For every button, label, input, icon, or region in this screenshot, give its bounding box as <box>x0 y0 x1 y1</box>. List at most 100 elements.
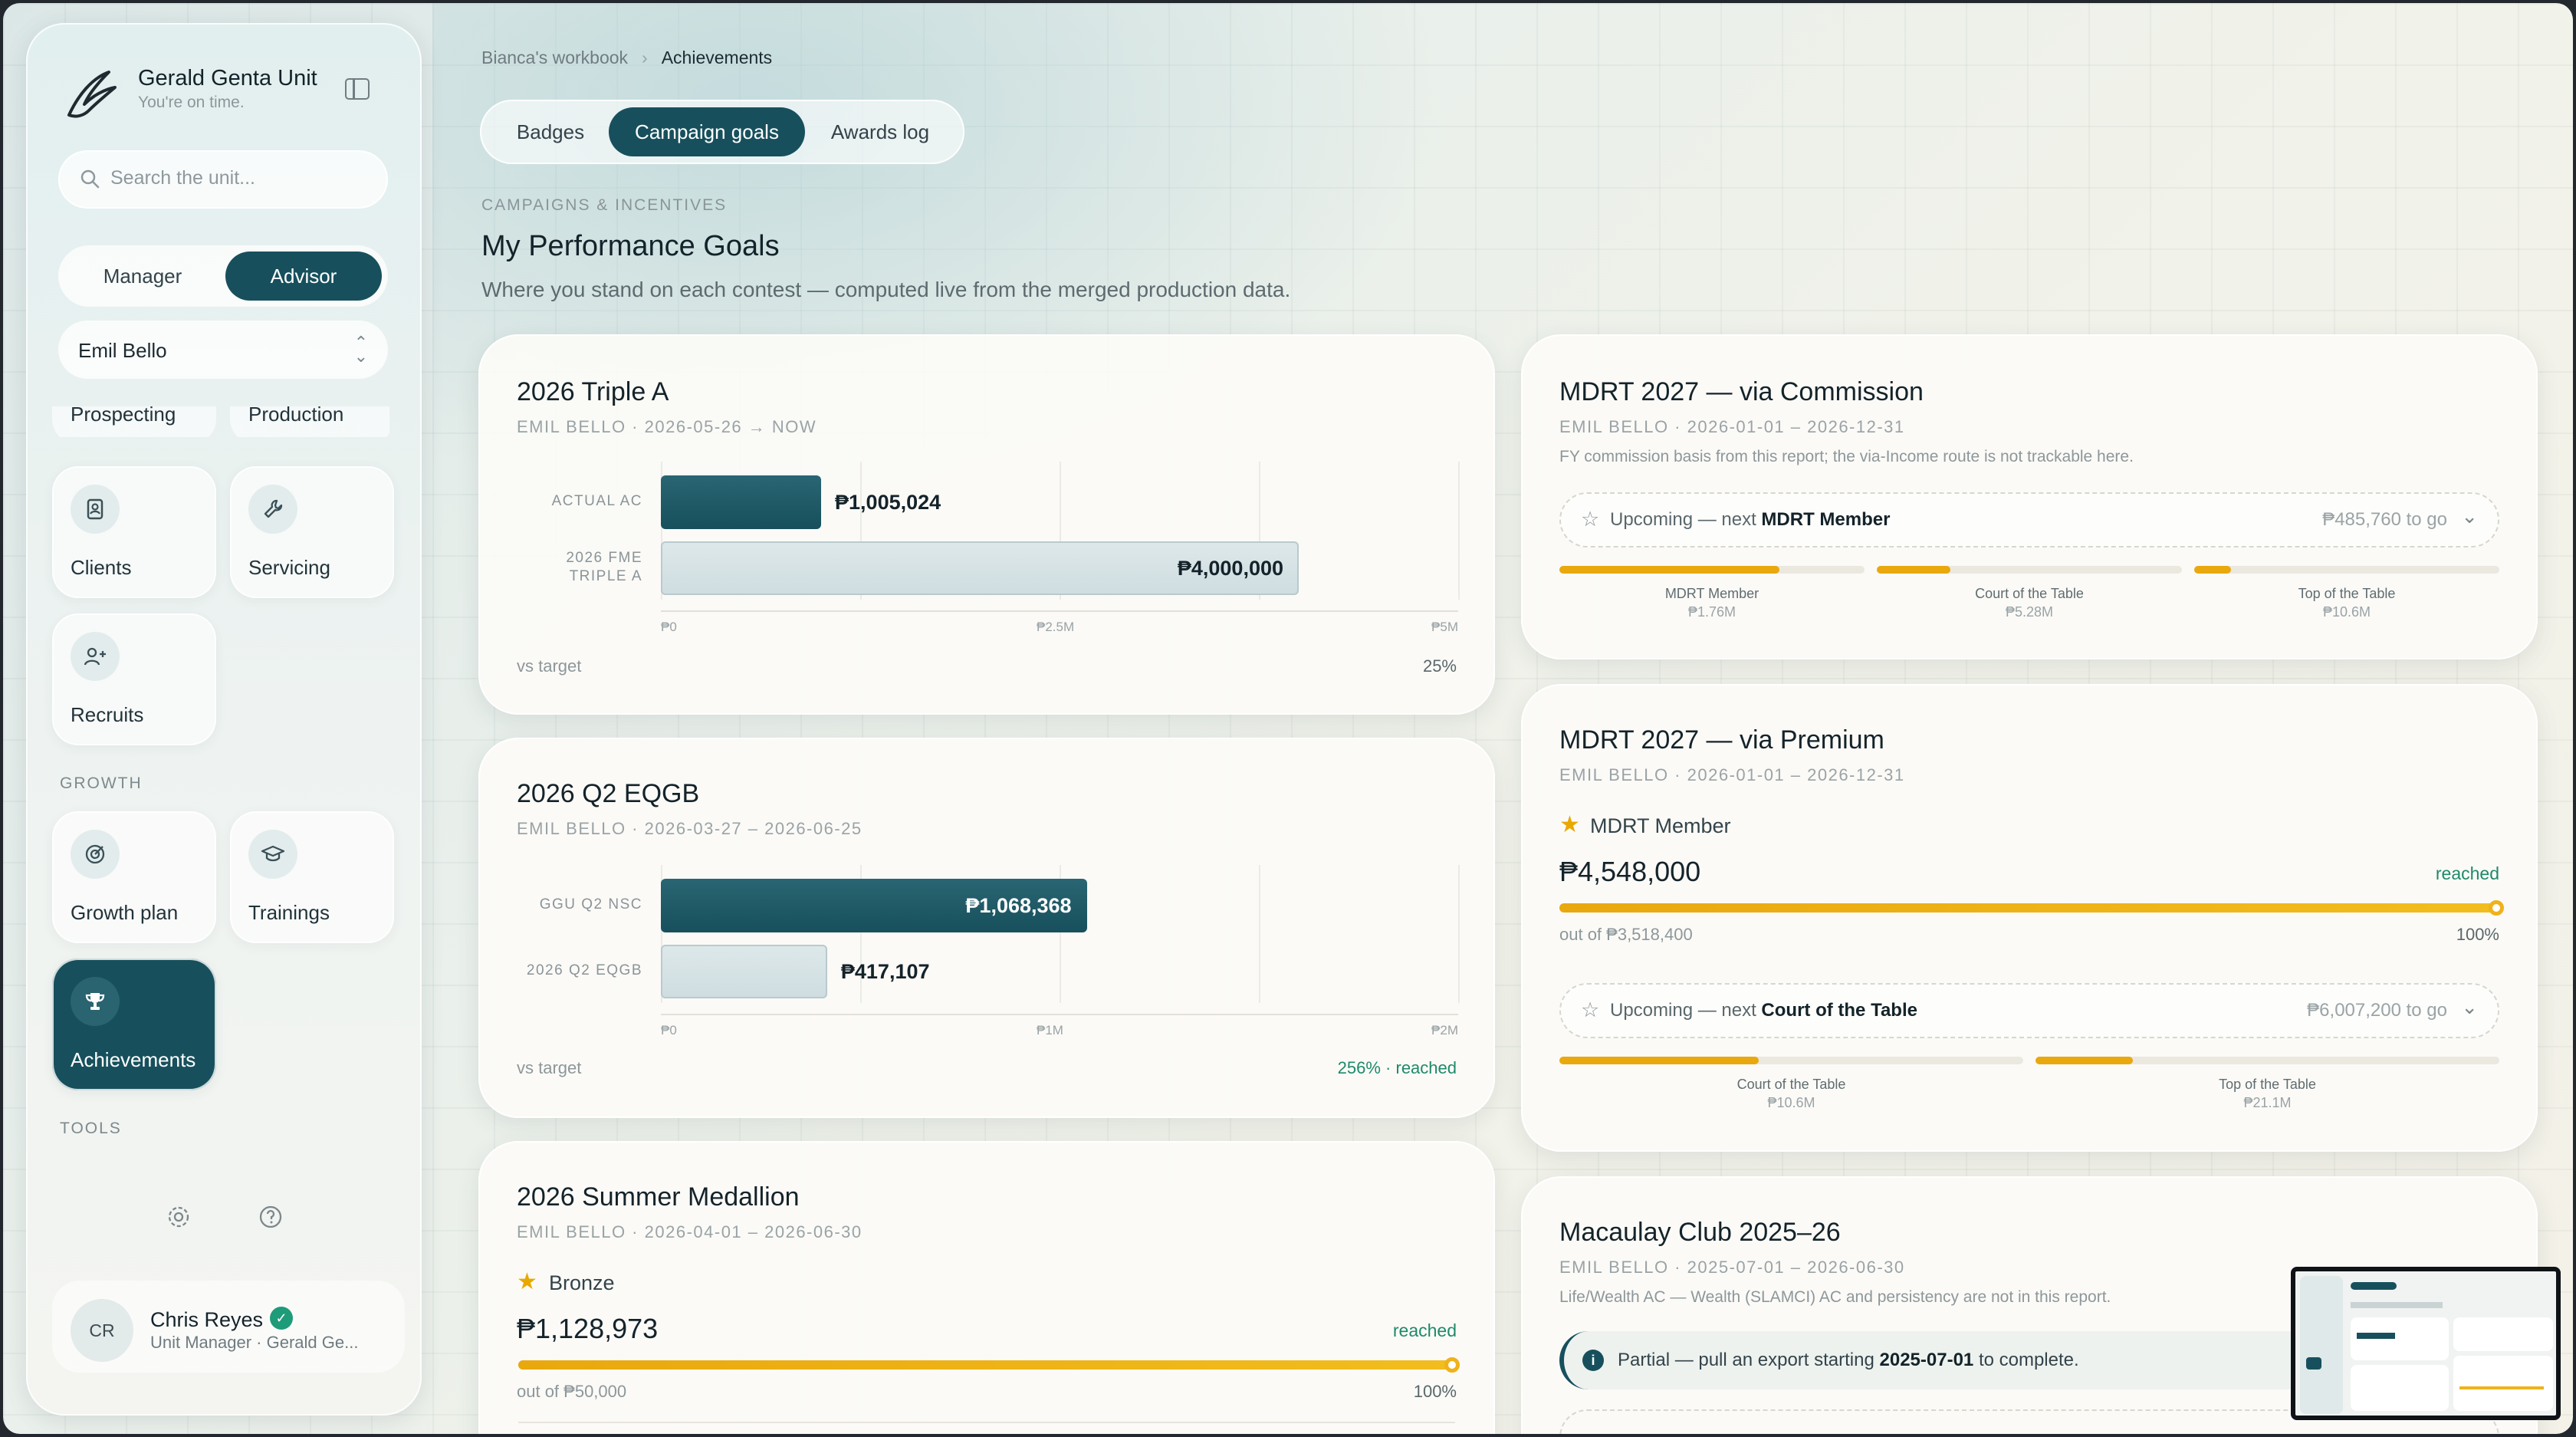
card-note: Life/Wealth AC — Wealth (SLAMCI) AC and … <box>1559 1288 2111 1306</box>
role-toggle: Manager Advisor <box>58 245 388 307</box>
nav-tile-label: Growth plan <box>71 901 179 924</box>
grid-line <box>860 462 862 600</box>
page-title: My Performance Goals <box>481 230 780 262</box>
nav-tile-production[interactable]: Production <box>230 406 389 437</box>
card-title: 2026 Q2 EQGB <box>517 779 700 808</box>
x-axis <box>661 1014 1458 1015</box>
x-tick-label: ₱0 <box>661 620 677 634</box>
progress-knob <box>2489 900 2504 916</box>
tab-bar: Badges Campaign goals Awards log <box>480 100 964 164</box>
page-subtitle: Where you stand on each contest — comput… <box>481 278 1291 301</box>
tier-name: MDRT Member <box>1664 586 1760 601</box>
out-of-label: out of ₱50,000 <box>517 1382 627 1401</box>
trophy-icon <box>71 977 120 1026</box>
card-note: FY commission basis from this report; th… <box>1559 448 2134 465</box>
tier-label: Bronze <box>549 1271 615 1294</box>
section-tools: TOOLS <box>60 1120 122 1137</box>
grid-line <box>1259 865 1260 1003</box>
nav-tile-label: Recruits <box>71 703 144 726</box>
progress-percent: 100% <box>2456 925 2499 944</box>
nav-tile-clients[interactable]: Clients <box>52 466 216 598</box>
role-option-manager[interactable]: Manager <box>103 265 182 288</box>
card-meta: EMIL BELLO · 2026-01-01 – 2026-12-31 <box>1559 417 1905 436</box>
star-outline-icon: ☆ <box>1581 998 1600 1021</box>
tier-segment <box>1559 1057 2023 1064</box>
upcoming-prefix: Upcoming — next <box>1610 509 1756 530</box>
alert-prefix: Partial — pull an export starting <box>1618 1350 1875 1370</box>
x-tick-label: ₱5M <box>1431 620 1458 634</box>
tier-segment-fill <box>1559 1057 1760 1064</box>
goal-card-triple-a <box>478 334 1495 715</box>
section-growth: GROWTH <box>60 774 143 792</box>
chevron-updown-icon: ⌃ ⌄ <box>353 333 368 366</box>
x-tick-label: ₱2M <box>1431 1023 1458 1037</box>
card-meta: EMIL BELLO · 2026-05-26 → NOW <box>517 417 817 436</box>
unit-logo-icon <box>67 71 117 118</box>
card-meta: EMIL BELLO · 2026-04-01 – 2026-06-30 <box>517 1222 863 1241</box>
card-meta: EMIL BELLO · 2025-07-01 – 2026-06-30 <box>1559 1258 1905 1277</box>
tab-awards-log[interactable]: Awards log <box>830 120 930 143</box>
nav-tile-servicing[interactable]: Servicing <box>230 466 394 598</box>
status-reached: reached <box>2435 863 2499 883</box>
tier-amount: ₱5.28M <box>2005 604 2054 620</box>
bar <box>661 945 827 998</box>
nav-tile-prospecting[interactable]: Prospecting <box>52 406 216 437</box>
search-input[interactable]: Search the unit... <box>58 150 388 209</box>
collapse-sidebar-icon[interactable] <box>345 78 370 100</box>
wrench-icon <box>248 485 297 534</box>
page-minimap[interactable] <box>2291 1267 2561 1420</box>
card-foot-value: 256% · reached <box>1337 1058 1457 1077</box>
tier-segment-label: Top of the Table ₱10.6M <box>2194 584 2499 621</box>
x-tick-label: ₱2.5M <box>1037 620 1075 634</box>
card-title: Macaulay Club 2025–26 <box>1559 1218 1841 1247</box>
settings-gear-icon[interactable] <box>166 1204 192 1230</box>
tier-amount: ₱4,548,000 <box>1559 856 1701 887</box>
progress-bar <box>1559 903 2499 913</box>
nav-tile-trainings[interactable]: Trainings <box>230 811 394 943</box>
bar-category-label: ACTUAL AC <box>551 493 642 509</box>
bar-value-label: ₱4,000,000 <box>1177 557 1283 580</box>
goal-card-medallion <box>478 1141 1495 1434</box>
upcoming-prefix: Upcoming — next <box>1610 1000 1756 1021</box>
tier-amount: ₱10.6M <box>2322 604 2371 620</box>
page-eyebrow: CAMPAIGNS & INCENTIVES <box>481 196 728 214</box>
tier-segment <box>1559 566 1865 574</box>
tab-badges[interactable]: Badges <box>516 120 585 143</box>
chevron-right-icon: › <box>642 48 648 67</box>
role-option-advisor[interactable]: Advisor <box>225 252 382 301</box>
card-meta: EMIL BELLO · 2026-01-01 – 2026-12-31 <box>1559 765 1905 784</box>
grid-line <box>1060 462 1061 600</box>
progress-percent: 100% <box>1413 1382 1457 1401</box>
bar <box>661 879 1087 932</box>
goal-card-mdrt-premium <box>1521 684 2538 1152</box>
to-go-amount: ₱6,007,200 to go <box>2307 1000 2447 1021</box>
grid-line <box>1060 865 1061 1003</box>
nav-tile-recruits[interactable]: Recruits <box>52 613 216 745</box>
advisor-select[interactable]: Emil Bello ⌃ ⌄ <box>58 321 388 379</box>
progress-bar <box>518 1360 1455 1370</box>
tab-campaign-goals[interactable]: Campaign goals <box>609 107 805 156</box>
tier-segment <box>1877 566 2182 574</box>
target-icon <box>71 830 120 879</box>
card-meta: EMIL BELLO · 2026-03-27 – 2026-06-25 <box>517 819 863 838</box>
nav-tile-label: Clients <box>71 556 132 579</box>
upcoming-tier-row[interactable]: ☆ Upcoming — next MDRT Member ₱485,760 t… <box>1559 492 2499 548</box>
nav-tile-label: Trainings <box>248 901 330 924</box>
unit-name: Gerald Genta Unit <box>138 66 317 90</box>
nav-tile-achievements[interactable]: Achievements <box>52 959 216 1090</box>
progress-fill <box>518 1360 1455 1370</box>
breadcrumb-parent[interactable]: Bianca's workbook <box>481 48 629 67</box>
user-plus-icon <box>71 632 120 681</box>
tier-amount: ₱21.1M <box>2243 1095 2292 1110</box>
advisor-select-value: Emil Bello <box>78 339 167 362</box>
nav-tile-growth-plan[interactable]: Growth plan <box>52 811 216 943</box>
help-icon[interactable] <box>258 1204 284 1230</box>
star-icon: ★ <box>1559 812 1580 837</box>
card-foot-label: vs target <box>517 1058 582 1077</box>
upcoming-tier-row[interactable]: ☆ Upcoming — next Court of the Table ₱6,… <box>1559 983 2499 1038</box>
grid-line <box>1458 462 1460 600</box>
status-reached: reached <box>1392 1320 1457 1340</box>
verified-badge-icon: ✓ <box>270 1307 293 1330</box>
tier-label: MDRT Member <box>1590 814 1731 837</box>
bar-category-label: 2026 FME TRIPLE A <box>566 550 642 584</box>
